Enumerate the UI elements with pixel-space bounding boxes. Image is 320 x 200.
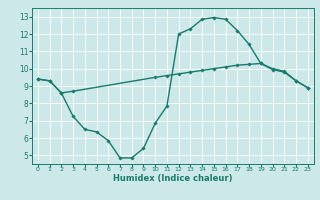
X-axis label: Humidex (Indice chaleur): Humidex (Indice chaleur)	[113, 174, 233, 183]
